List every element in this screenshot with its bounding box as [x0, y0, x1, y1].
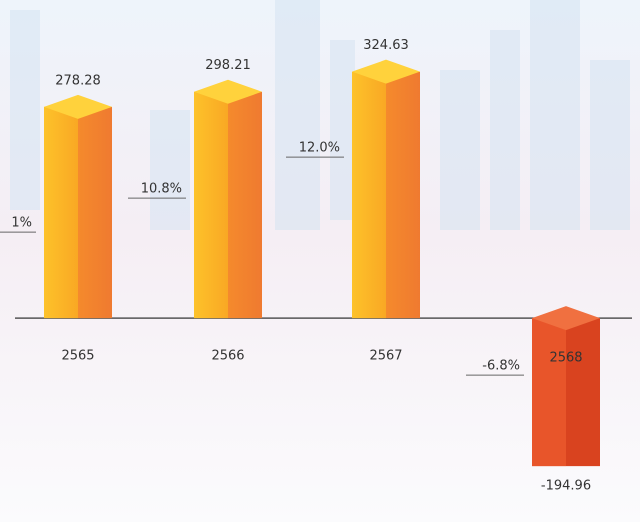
- category-label: 2567: [369, 349, 402, 364]
- growth-label: -6.8%: [482, 359, 520, 374]
- bar-front: [44, 107, 78, 318]
- growth-label: 10.8%: [141, 182, 182, 197]
- bar-side: [566, 318, 600, 466]
- category-label: 2566: [211, 349, 244, 364]
- category-label: 2568: [549, 351, 582, 366]
- bar-side: [228, 92, 262, 318]
- value-label: 324.63: [363, 38, 409, 53]
- value-label: -194.96: [541, 479, 591, 494]
- chart: 278.28 2565 1% 298.21 2566 10.8% 324.63 2567 12.…: [0, 0, 640, 522]
- growth-label: 12.0%: [299, 141, 340, 156]
- bar-front: [194, 92, 228, 318]
- bar-side: [386, 72, 420, 318]
- value-label: 298.21: [205, 58, 251, 73]
- bar-front: [532, 318, 566, 466]
- category-label: 2565: [61, 349, 94, 364]
- value-label: 278.28: [55, 73, 101, 88]
- growth-label: 1%: [11, 216, 32, 231]
- bar-front: [352, 72, 386, 318]
- bar-side: [78, 107, 112, 318]
